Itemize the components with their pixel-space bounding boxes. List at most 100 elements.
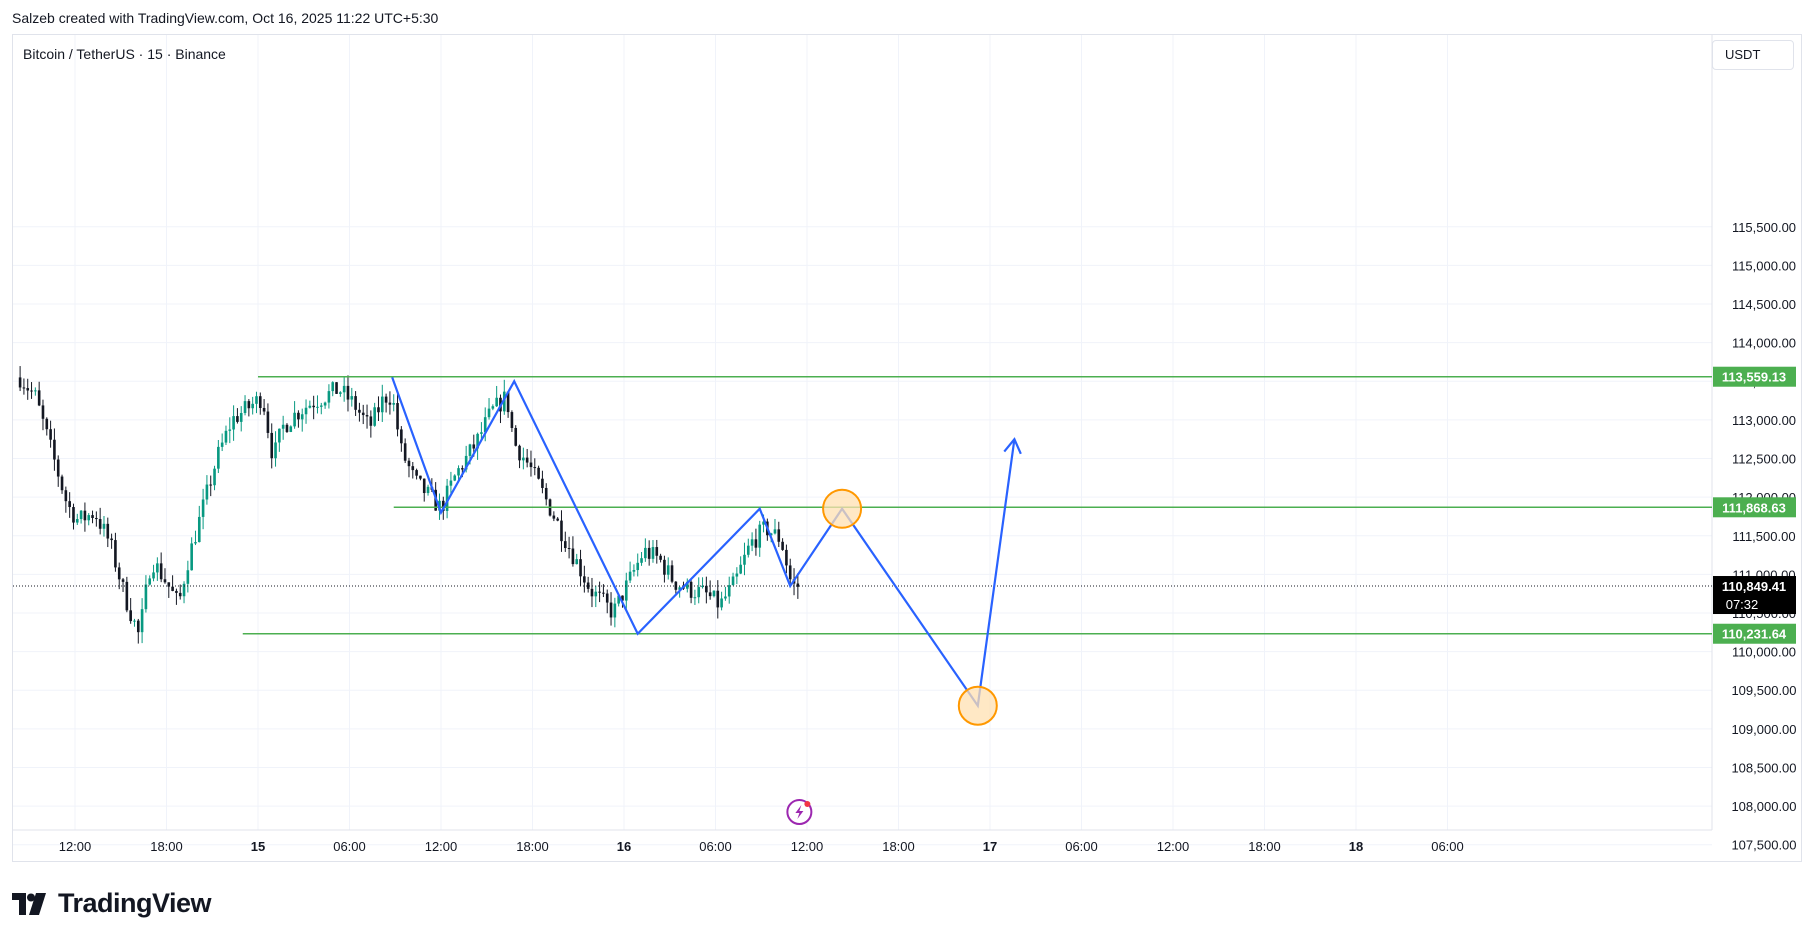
candle-body — [678, 587, 681, 590]
candle-body — [297, 412, 300, 420]
time-tick-label: 12:00 — [791, 839, 824, 854]
candle-body — [594, 591, 598, 597]
lightning-bolt — [795, 805, 804, 819]
candle-body — [163, 579, 167, 583]
candle-body — [621, 595, 624, 601]
price-tick-label: 115,000.00 — [1732, 258, 1796, 273]
candle-body — [217, 446, 220, 469]
tradingview-logo[interactable]: TradingView — [12, 888, 212, 919]
candle-body — [247, 401, 251, 409]
candle-body — [556, 518, 559, 521]
candle-body — [289, 426, 293, 432]
currency-button[interactable]: USDT — [1712, 40, 1794, 70]
candle-body — [567, 548, 571, 550]
candle-body — [731, 576, 735, 586]
candle-body — [285, 424, 289, 432]
candle-body — [583, 576, 586, 583]
candle-body — [209, 484, 213, 486]
candle-body — [331, 382, 335, 392]
candle-body — [628, 571, 632, 581]
candle-body — [560, 520, 563, 542]
candle-body — [396, 403, 399, 430]
candle-body — [785, 549, 788, 566]
candle-body — [293, 412, 296, 427]
candle-body — [724, 596, 727, 599]
candle-body — [624, 580, 628, 601]
candle-body — [491, 406, 495, 409]
candle-body — [617, 595, 620, 604]
candle-body — [361, 412, 365, 416]
candle-body — [743, 554, 746, 565]
candle-body — [18, 377, 22, 388]
candle-body — [156, 563, 159, 573]
highlight-circle — [822, 488, 863, 529]
time-tick-label: 06:00 — [1065, 839, 1098, 854]
candle-body — [228, 429, 232, 431]
candle-body — [415, 470, 418, 476]
candle-body — [365, 415, 369, 417]
candle-body — [445, 485, 449, 511]
candle-body — [274, 442, 277, 459]
candle-body — [750, 539, 754, 546]
time-tick-label: 18 — [1349, 839, 1363, 854]
level-price-label: 113,559.13 — [1722, 370, 1786, 385]
candle-body — [609, 602, 613, 618]
candle-body — [354, 396, 357, 410]
candle-body — [388, 402, 392, 405]
level-price-label: 111,868.63 — [1722, 500, 1786, 515]
candle-body — [758, 524, 762, 548]
candle-body — [251, 403, 254, 409]
candle-body — [483, 417, 487, 433]
tradingview-wordmark: TradingView — [58, 888, 212, 918]
candle-body — [506, 391, 510, 413]
candle-body — [369, 416, 373, 426]
time-tick-label: 12:00 — [425, 839, 458, 854]
candle-body — [693, 597, 697, 599]
projection-zigzag — [391, 377, 1016, 709]
price-tick-label: 112,500.00 — [1732, 452, 1796, 467]
candle-body — [537, 467, 540, 479]
candle-body — [148, 578, 152, 585]
candle-body — [220, 442, 224, 447]
symbol-title[interactable]: Bitcoin / TetherUS · 15 · Binance — [23, 46, 226, 62]
candle-body — [213, 468, 216, 486]
candle-body — [655, 547, 659, 556]
candle-body — [670, 565, 674, 582]
candle-body — [45, 418, 49, 430]
price-tick-label: 107,500.00 — [1731, 838, 1796, 853]
event-dot — [804, 801, 811, 807]
candle-series — [18, 366, 800, 644]
candle-body — [701, 585, 704, 588]
candle-body — [190, 543, 193, 571]
price-tick-label: 110,000.00 — [1732, 645, 1796, 660]
candle-body — [407, 460, 411, 467]
candle-body — [441, 500, 445, 511]
price-labels: 113,559.13 111,868.63 110,231.64 110,849.41… — [1713, 366, 1796, 644]
time-tick-label: 06:00 — [699, 839, 732, 854]
candle-body — [663, 559, 666, 575]
candle-body — [705, 585, 708, 593]
candle-body — [712, 590, 716, 597]
candle-body — [258, 396, 262, 408]
candle-body — [373, 407, 376, 426]
candle-body — [270, 432, 274, 459]
time-tick-label: 12:00 — [59, 839, 92, 854]
candle-body — [308, 405, 312, 408]
candle-body — [380, 396, 384, 413]
current-price-label: 110,849.41 — [1722, 579, 1786, 594]
time-axis: 12:00 18:00 15 06:00 12:00 18:00 16 06:00 12:00 1… — [13, 829, 1712, 854]
candle-body — [563, 541, 567, 549]
candle-body — [739, 564, 742, 574]
candle-body — [411, 466, 415, 471]
candle-body — [22, 387, 26, 389]
candle-body — [327, 391, 331, 403]
candle-body — [697, 587, 701, 598]
candle-body — [426, 486, 430, 494]
candle-body — [544, 487, 548, 500]
candle-body — [114, 540, 117, 568]
candle-body — [533, 467, 537, 469]
candle-body — [476, 433, 479, 449]
candle-body — [487, 408, 491, 418]
candle-body — [781, 541, 784, 550]
